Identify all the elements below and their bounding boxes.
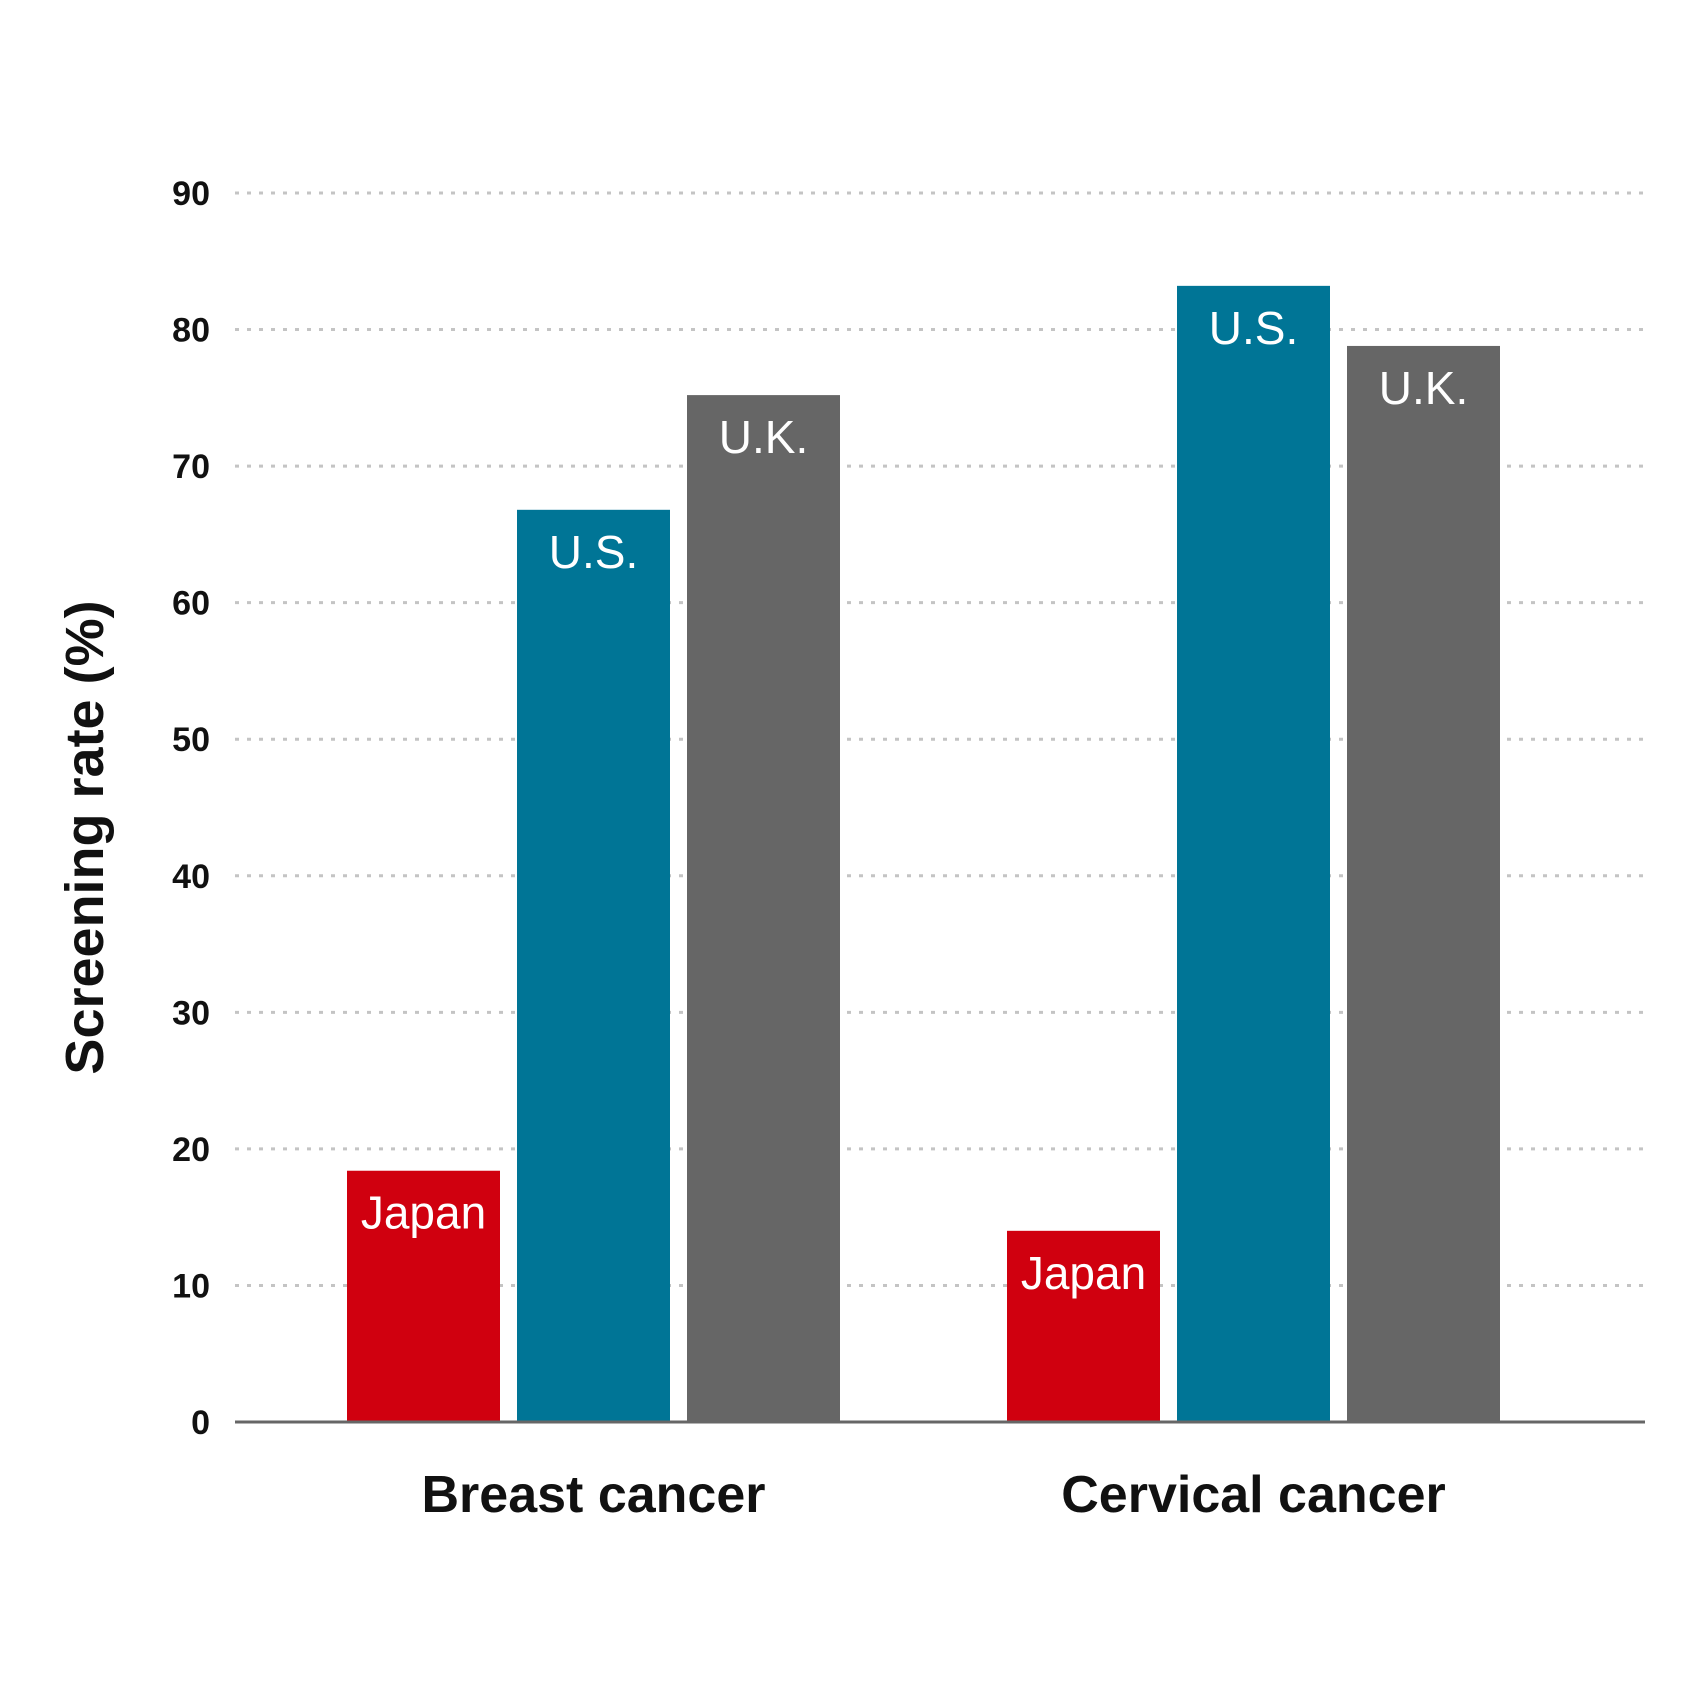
y-tick-label: 90: [172, 175, 210, 213]
y-axis-ticks: 0 10 20 30 40 50 60 70 80 90: [172, 175, 210, 1442]
y-tick-label: 80: [172, 312, 210, 350]
y-tick-label: 40: [172, 858, 210, 896]
bars: Japan U.S. U.K. Japan U.S. U.K.: [347, 285, 1500, 1422]
y-tick-label: 30: [172, 994, 210, 1032]
bar-label: U.K.: [1379, 362, 1468, 414]
y-tick-label: 60: [172, 585, 210, 623]
y-tick-label: 70: [172, 448, 210, 486]
bar-label: Japan: [361, 1187, 486, 1239]
bar-uk-0: [687, 395, 840, 1422]
bar-label: U.S.: [1209, 302, 1298, 354]
bar-label: U.K.: [719, 411, 808, 463]
y-tick-label: 20: [172, 1131, 210, 1169]
bar-label: Japan: [1021, 1247, 1146, 1299]
x-category-label: Cervical cancer: [1061, 1466, 1446, 1524]
bar-japan-0: [347, 1170, 500, 1422]
bar-us-0: [517, 509, 670, 1422]
bar-japan-1: [1007, 1230, 1160, 1422]
bar-us-1: [1177, 285, 1330, 1422]
y-tick-label: 0: [191, 1404, 210, 1442]
bar-uk-1: [1347, 345, 1500, 1422]
x-axis-categories: Breast cancer Cervical cancer: [422, 1466, 1446, 1524]
x-category-label: Breast cancer: [422, 1466, 766, 1524]
y-tick-label: 50: [172, 721, 210, 759]
bar-label: U.S.: [549, 526, 638, 578]
y-axis-label: Screening rate (%): [55, 600, 115, 1074]
y-tick-label: 10: [172, 1267, 210, 1305]
